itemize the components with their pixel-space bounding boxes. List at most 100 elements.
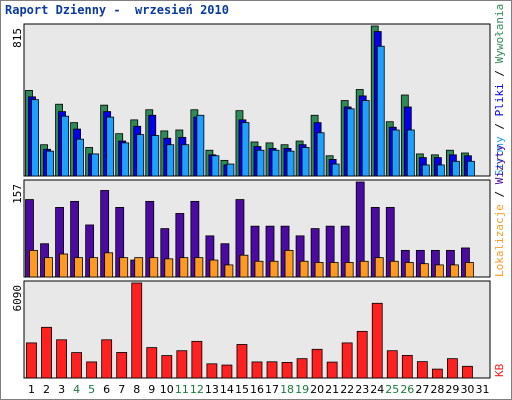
bar-kb-27: [416, 361, 428, 379]
bar-kb-28: [431, 368, 443, 379]
bar-strony-15: [241, 122, 250, 177]
bar-lokalizacje-17: [269, 260, 279, 278]
bar-strony-19: [301, 147, 310, 177]
day-label-31: 31: [475, 383, 489, 396]
bar-strony-3: [61, 115, 69, 177]
chart-title: Raport Dzienny - wrzesień 2010: [5, 3, 229, 17]
legend-kb-panel: KB: [493, 363, 506, 377]
legend-wywolania: Wywołania: [493, 4, 506, 64]
bar-lokalizacje-5: [89, 257, 99, 278]
bar-strony-16: [256, 149, 265, 177]
day-label-28: 28: [430, 383, 444, 396]
day-label-21: 21: [325, 383, 339, 396]
bar-kb-25: [386, 350, 398, 379]
day-label-26: 26: [400, 383, 414, 396]
bar-strony-17: [271, 149, 280, 177]
bar-kb-17: [266, 361, 278, 379]
bar-strony-4: [76, 138, 84, 177]
day-label-14: 14: [220, 383, 234, 396]
bar-kb-16: [251, 361, 263, 379]
bar-strony-18: [286, 150, 295, 177]
bar-strony-12: [196, 114, 205, 177]
bar-lokalizacje-9: [149, 257, 159, 278]
bar-strony-2: [46, 150, 54, 177]
day-label-25: 25: [385, 383, 399, 396]
legend-kb: KB: [493, 363, 506, 377]
day-label-2: 2: [43, 383, 50, 396]
bar-kb-5: [86, 361, 98, 379]
bar-lokalizacje-20: [314, 262, 324, 278]
bar-strony-14: [226, 163, 235, 177]
bar-lokalizacje-12: [194, 257, 204, 278]
bar-strony-20: [316, 132, 325, 177]
bar-lokalizacje-14: [224, 264, 234, 278]
day-label-13: 13: [205, 383, 219, 396]
day-label-27: 27: [415, 383, 429, 396]
day-label-18: 18: [280, 383, 294, 396]
bar-lokalizacje-22: [344, 262, 354, 278]
bar-kb-8: [131, 282, 143, 379]
bar-kb-29: [447, 358, 458, 379]
bar-lokalizacje-29: [450, 264, 459, 278]
legend-strony: Strony: [493, 136, 506, 176]
bar-lokalizacje-10: [164, 258, 174, 278]
bar-lokalizacje-1: [29, 249, 38, 278]
bar-kb-24: [371, 302, 383, 379]
bar-lokalizacje-24: [374, 257, 384, 278]
bar-lokalizacje-11: [179, 257, 189, 278]
legend-sep-2: /: [493, 63, 506, 83]
day-label-7: 7: [118, 383, 125, 396]
legend-lokalizacje: Lokalizacje: [493, 204, 506, 277]
bar-kb-19: [296, 358, 308, 379]
bar-lokalizacje-15: [239, 254, 249, 278]
bar-lokalizacje-26: [404, 262, 414, 278]
bar-kb-7: [116, 352, 128, 379]
bar-strony-21: [331, 163, 340, 177]
legend-sep-1: /: [493, 116, 506, 136]
legend-pliki: Pliki: [493, 83, 506, 116]
bar-strony-23: [361, 100, 370, 177]
bar-strony-10: [166, 144, 175, 177]
bar-strony-22: [346, 108, 355, 177]
day-label-10: 10: [160, 383, 174, 396]
bar-lokalizacje-30: [465, 262, 474, 278]
bar-strony-6: [106, 116, 115, 177]
bar-kb-2: [41, 326, 52, 379]
panel-1-max-label: 815: [11, 28, 24, 48]
panel-2-max-label: 157: [11, 184, 24, 204]
bar-strony-7: [121, 142, 130, 177]
bar-lokalizacje-19: [299, 260, 309, 278]
bar-strony-1: [31, 99, 39, 177]
bar-lokalizacje-27: [419, 263, 429, 278]
bar-lokalizacje-21: [329, 262, 339, 278]
day-label-17: 17: [265, 383, 279, 396]
bar-kb-10: [161, 355, 173, 379]
day-label-20: 20: [310, 383, 324, 396]
bar-kb-30: [462, 365, 473, 379]
bar-strony-13: [211, 155, 220, 177]
bar-lokalizacje-4: [74, 257, 83, 278]
bar-strony-28: [436, 164, 445, 177]
bar-lokalizacje-13: [209, 259, 219, 278]
bar-strony-9: [151, 135, 160, 177]
day-label-11: 11: [175, 383, 189, 396]
day-label-9: 9: [148, 383, 155, 396]
bar-lokalizacje-18: [284, 249, 294, 278]
bar-lokalizacje-28: [434, 264, 444, 278]
bar-kb-15: [236, 344, 248, 379]
bar-strony-24: [376, 45, 385, 177]
bar-lokalizacje-3: [59, 253, 68, 278]
bar-lokalizacje-23: [359, 260, 369, 278]
bar-kb-13: [206, 363, 218, 379]
day-label-6: 6: [103, 383, 110, 396]
legend-wizyty: Wizyty: [493, 144, 506, 184]
bar-kb-22: [341, 342, 353, 379]
legend-sep-3: /: [493, 184, 506, 204]
bar-lokalizacje-7: [119, 257, 129, 278]
day-label-30: 30: [460, 383, 474, 396]
day-label-24: 24: [370, 383, 384, 396]
day-label-3: 3: [58, 383, 65, 396]
bar-kb-26: [401, 354, 413, 379]
bar-strony-11: [181, 144, 190, 177]
